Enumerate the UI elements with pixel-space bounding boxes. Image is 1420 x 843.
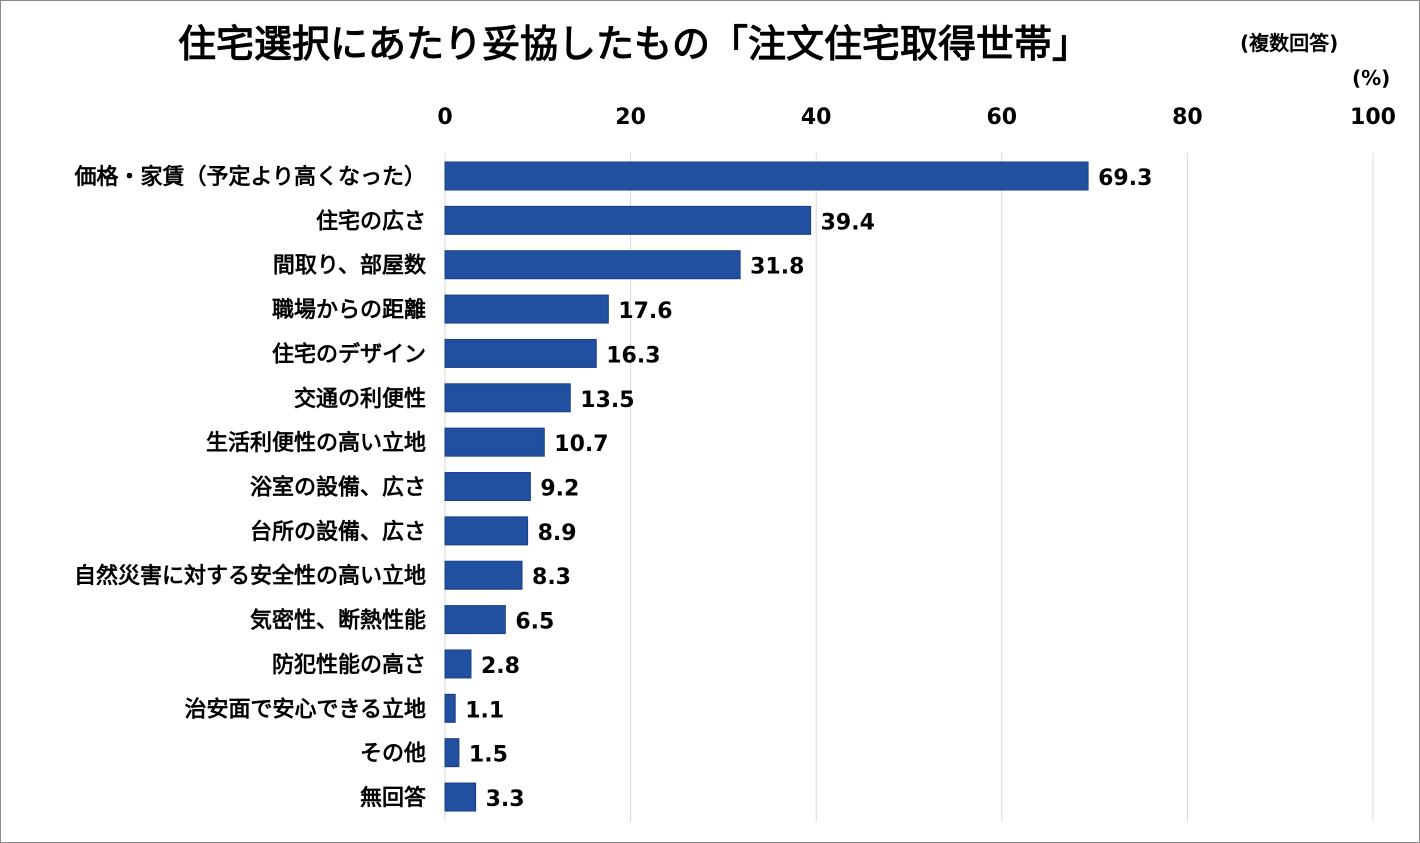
data-label: 3.3 bbox=[486, 787, 525, 812]
bar bbox=[444, 383, 571, 413]
bar bbox=[444, 649, 472, 679]
data-label: 39.4 bbox=[821, 210, 875, 235]
category-label: 生活利便性の高い立地 bbox=[206, 430, 426, 456]
category-label: 間取り、部屋数 bbox=[273, 253, 427, 279]
bar bbox=[444, 782, 477, 812]
chart-subtitle: (複数回答) bbox=[1240, 31, 1338, 55]
bar bbox=[444, 693, 456, 723]
data-label: 17.6 bbox=[618, 299, 672, 324]
data-label: 13.5 bbox=[580, 388, 634, 413]
x-tick-label: 60 bbox=[986, 105, 1017, 130]
bar bbox=[444, 338, 597, 368]
category-label: 浴室の設備、広さ bbox=[250, 475, 426, 501]
unit-label: (%) bbox=[1352, 66, 1390, 90]
x-tick-label: 20 bbox=[615, 105, 646, 130]
chart-title: 住宅選択にあたり妥協したもの「注文住宅取得世帯」 bbox=[178, 22, 1090, 66]
bar bbox=[444, 161, 1089, 191]
category-label: その他 bbox=[360, 742, 426, 767]
category-label: 職場からの距離 bbox=[272, 297, 426, 323]
category-label: 無回答 bbox=[360, 785, 427, 811]
category-label: 自然災害に対する安全性の高い立地 bbox=[74, 563, 426, 589]
data-label: 6.5 bbox=[515, 610, 554, 635]
category-label: 気密性、断熱性能 bbox=[250, 608, 426, 634]
category-label: 価格・家賃（予定より高くなった） bbox=[73, 164, 426, 190]
data-label: 8.3 bbox=[532, 565, 571, 590]
bar bbox=[444, 738, 460, 768]
bar bbox=[444, 427, 545, 457]
x-tick-label: 100 bbox=[1350, 105, 1396, 130]
data-label: 2.8 bbox=[481, 654, 520, 679]
data-label: 1.1 bbox=[465, 698, 504, 723]
category-label: 交通の利便性 bbox=[294, 386, 426, 412]
bar bbox=[444, 294, 609, 324]
bar bbox=[444, 560, 523, 590]
category-label: 住宅のデザイン bbox=[272, 341, 426, 367]
data-label: 16.3 bbox=[606, 343, 660, 368]
bar bbox=[444, 605, 506, 635]
x-tick-label: 0 bbox=[437, 105, 452, 130]
category-label: 防犯性能の高さ bbox=[272, 652, 426, 678]
x-tick-label: 80 bbox=[1172, 105, 1203, 130]
data-label: 8.9 bbox=[538, 521, 577, 546]
bar bbox=[444, 472, 531, 502]
bar bbox=[444, 516, 529, 546]
x-tick-label: 40 bbox=[801, 105, 832, 130]
category-label: 住宅の広さ bbox=[316, 208, 426, 234]
data-label: 9.2 bbox=[540, 477, 579, 502]
data-label: 69.3 bbox=[1098, 166, 1152, 191]
data-label: 10.7 bbox=[554, 432, 608, 457]
category-label: 台所の設備、広さ bbox=[250, 519, 426, 545]
bar bbox=[444, 205, 812, 235]
data-label: 31.8 bbox=[750, 255, 804, 280]
data-label: 1.5 bbox=[469, 743, 508, 768]
bar bbox=[444, 250, 741, 280]
category-label: 治安面で安心できる立地 bbox=[184, 696, 426, 722]
